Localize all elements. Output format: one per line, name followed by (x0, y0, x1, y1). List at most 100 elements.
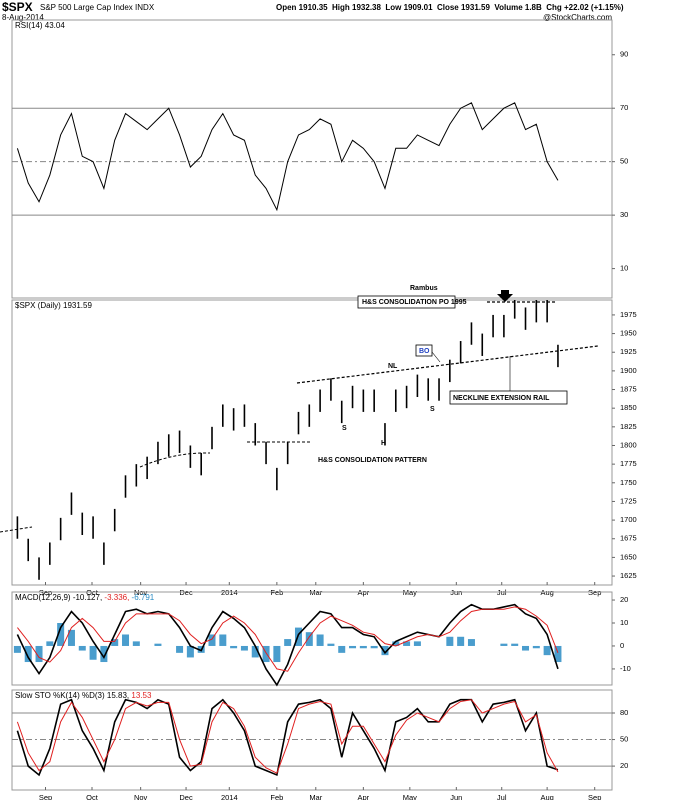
y-tick-label: 1950 (620, 329, 637, 338)
index-name: S&P 500 Large Cap Index INDX (40, 3, 155, 12)
legend-entry: 13.53 (131, 691, 152, 700)
x-tick-label: Dec (179, 793, 193, 800)
legend-entry: -3.336, (104, 593, 129, 602)
histogram-bar (13, 645, 21, 653)
level-line (0, 526, 33, 533)
panel-legend: MACD(12,26,9) -10.127, -3.336, -6.791 (15, 593, 155, 602)
histogram-bar (24, 645, 32, 663)
date: 8-Aug-2014 (2, 13, 44, 22)
y-tick-label: 1925 (620, 347, 637, 356)
x-tick-label: 2014 (221, 793, 238, 800)
histogram-bar (251, 645, 259, 658)
histogram-bar (522, 645, 530, 651)
histogram-bar (176, 645, 184, 653)
y-tick-label: 20 (620, 761, 628, 770)
x-tick-label: Sep (588, 793, 601, 800)
annotation-box (415, 344, 433, 357)
x-tick-label: Feb (270, 793, 283, 800)
y-tick-label: 1625 (620, 571, 637, 580)
y-tick-label: 1825 (620, 422, 637, 431)
annotation: H&S CONSOLIDATION PO 1995 (362, 299, 467, 306)
y-tick-label: 0 (620, 641, 624, 650)
panel-frame (11, 19, 613, 299)
panel-frame (11, 591, 613, 686)
annotation-box (357, 295, 456, 309)
y-tick-label: 1775 (620, 459, 637, 468)
histogram-bar (370, 645, 378, 649)
histogram-bar (532, 645, 540, 649)
name: S&P 500 Large Cap Index (40, 3, 133, 12)
histogram-bar (219, 634, 227, 646)
histogram-bar (284, 639, 292, 646)
annotation: NL (388, 363, 398, 370)
y-tick-label: 1850 (620, 403, 637, 412)
annotation-box (449, 390, 568, 405)
histogram-bar (111, 639, 119, 646)
panel-frame (11, 299, 613, 586)
histogram-bar (511, 643, 519, 646)
annotation: S (342, 425, 347, 432)
y-tick-label: 80 (620, 708, 628, 717)
pointer (431, 351, 441, 363)
level-line (139, 452, 211, 468)
y-tick-label: 50 (620, 735, 628, 744)
histogram-bar (100, 645, 108, 663)
data-line (16, 699, 559, 774)
panel: 10 30 50 70 90 RSI(14) 43.04 (11, 19, 628, 299)
annotation: Rambus (410, 285, 438, 292)
neckline (296, 345, 599, 384)
annotation: S (430, 406, 435, 413)
y-tick-label: 10 (620, 264, 628, 273)
histogram-bar (132, 641, 140, 646)
histogram-bar (457, 636, 465, 646)
histogram-bar (359, 645, 367, 649)
x-tick-label: May (403, 793, 417, 800)
histogram-bar (413, 641, 421, 646)
annotation: H (381, 440, 386, 447)
histogram-bar (543, 645, 551, 656)
annotation: BO (419, 348, 430, 355)
panel-legend: RSI(14) 43.04 (15, 21, 65, 30)
y-tick-label: 90 (620, 50, 628, 59)
y-tick-label: 50 (620, 157, 628, 166)
panel-legend: Slow STO %K(14) %D(3) 15.83, 13.53 (15, 691, 152, 700)
histogram-bar (186, 645, 194, 658)
y-tick-label: 70 (620, 103, 628, 112)
symbol: $SPX (2, 0, 33, 14)
arrow (497, 290, 513, 302)
panel: 20 50 80 Sep Oct Nov Dec 2014 Feb Mar Apr May Jun Jul… (11, 689, 628, 800)
histogram-bar (57, 623, 65, 646)
histogram-bar (446, 636, 454, 646)
x-tick-label: Oct (86, 793, 99, 800)
y-tick-label: 1750 (620, 478, 637, 487)
x-tick-label: Apr (358, 793, 370, 800)
legend-title: Slow STO %K(14) %D(3) (15, 691, 105, 700)
legend-title: RSI(14) 43.04 (15, 21, 65, 30)
histogram-bar (240, 645, 248, 651)
histogram-bar (122, 634, 130, 646)
data-line (17, 606, 559, 672)
histogram-bar (208, 634, 216, 646)
y-tick-label: -10 (620, 664, 631, 673)
histogram-bar (89, 645, 97, 660)
histogram-bar (273, 645, 281, 663)
histogram-bar (467, 639, 475, 646)
histogram-bar (403, 641, 411, 646)
quote: Open 1910.35 High 1932.38 Low 1909.01 Cl… (276, 3, 624, 12)
y-tick-label: 30 (620, 210, 628, 219)
histogram-bar (554, 645, 562, 663)
histogram-bar (305, 632, 313, 646)
panel-legend: $SPX (Daily) 1931.59 (15, 301, 92, 310)
y-tick-label: 1650 (620, 552, 637, 561)
panel: -10 0 10 20 MACD(12,26,9) -10.127, -3.336, -… (11, 591, 631, 687)
annotations: Rambus H&S CONSOLIDATION PO 1995 NL BO S… (0, 285, 599, 533)
histogram-bar (154, 643, 162, 646)
y-tick-label: 1800 (620, 440, 637, 449)
legend-entry: -6.791 (132, 593, 155, 602)
panel: 1625 1650 1675 1700 1725 1750 1775 1800 1825 1850… (11, 299, 637, 597)
x-tick-label: Mar (309, 793, 322, 800)
x-tick-label: Sep (39, 793, 52, 800)
watermark: @StockCharts.com (543, 13, 612, 22)
y-tick-label: 1875 (620, 385, 637, 394)
